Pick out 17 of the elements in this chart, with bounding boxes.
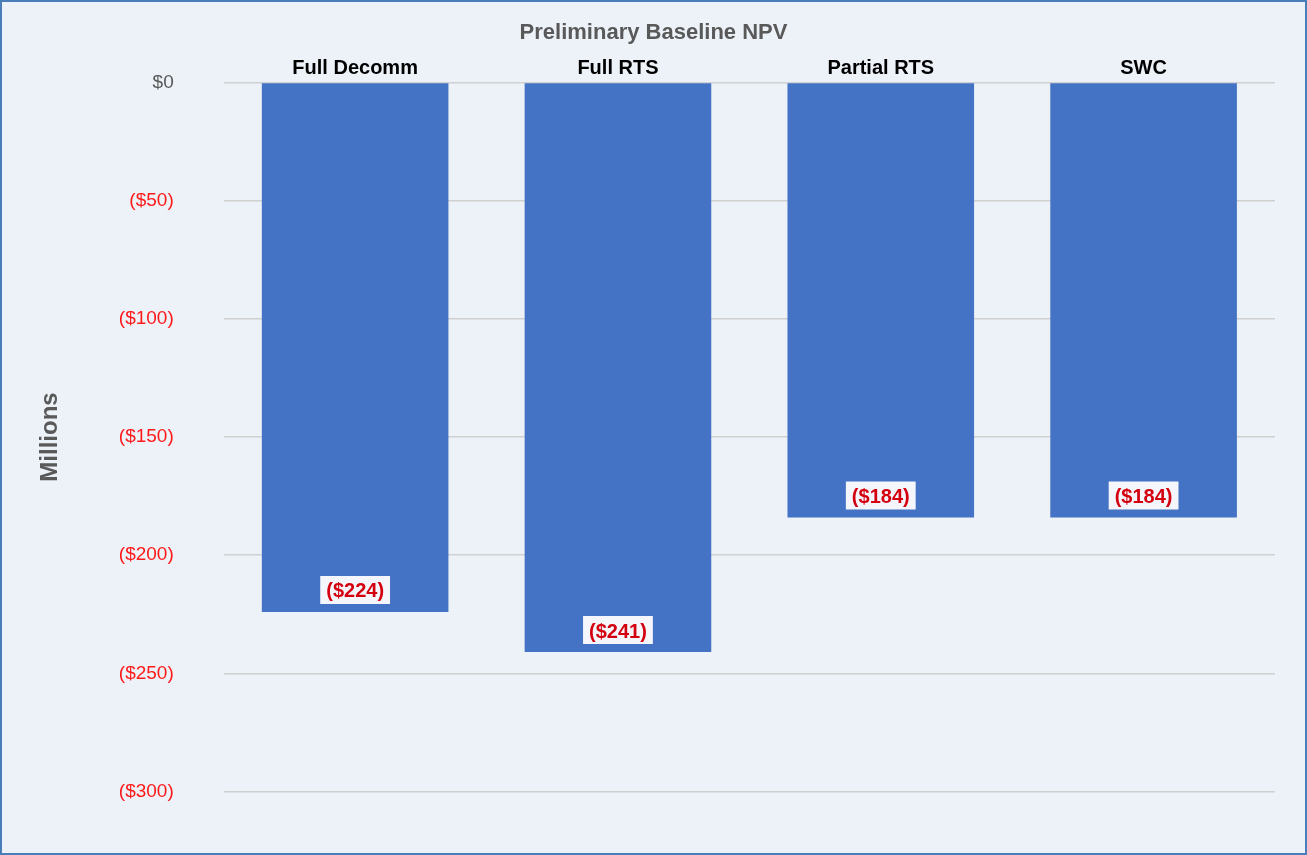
- y-tick-label: ($250): [118, 661, 174, 683]
- data-label: ($184): [1114, 484, 1173, 507]
- x-tick-label: Full Decomm: [292, 55, 418, 78]
- y-tick-label: ($300): [118, 779, 174, 801]
- y-tick-label: $0: [152, 70, 174, 92]
- data-label: ($224): [326, 579, 385, 602]
- y-tick-label: ($100): [118, 307, 174, 329]
- data-label: ($241): [589, 619, 647, 642]
- data-label: ($184): [851, 484, 910, 507]
- y-axis-title: Millions: [35, 392, 63, 482]
- x-tick-label: Partial RTS: [827, 55, 935, 78]
- chart-title: Preliminary Baseline NPV: [519, 19, 788, 45]
- x-tick-label: Full RTS: [577, 55, 659, 78]
- x-tick-label: SWC: [1120, 55, 1167, 78]
- y-tick-label: ($200): [118, 543, 174, 565]
- y-tick-label: ($50): [129, 188, 174, 210]
- y-tick-label: ($150): [118, 425, 174, 447]
